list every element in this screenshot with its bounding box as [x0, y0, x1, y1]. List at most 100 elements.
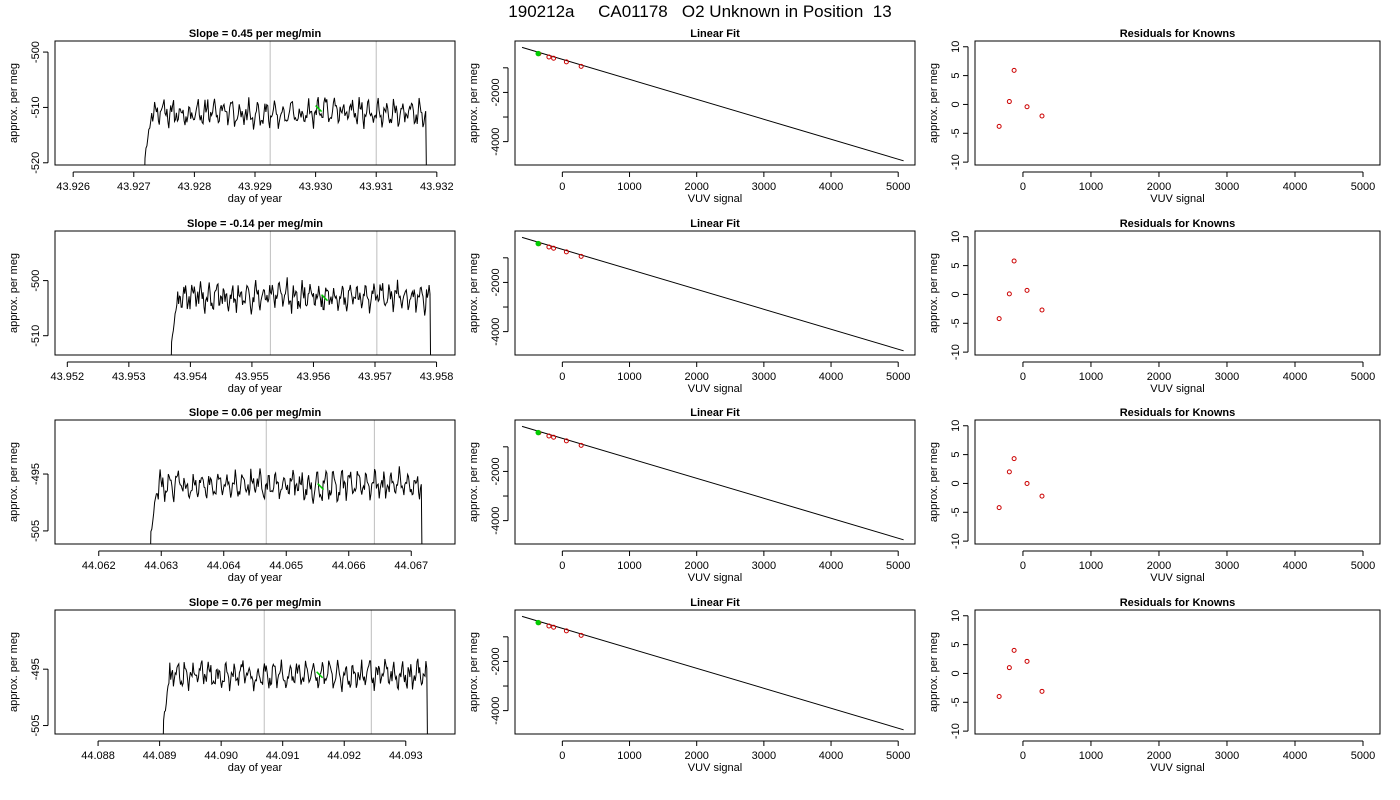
x-tick-label: 44.062 [82, 560, 116, 572]
y-tick-label: -4000 [490, 318, 502, 346]
x-tick-label: 1000 [617, 371, 641, 383]
y-axis-label: approx. per meg [928, 63, 940, 143]
y-tick-label: 5 [950, 263, 962, 269]
y-axis-label: approx. per meg [468, 442, 480, 522]
x-tick-label: 43.954 [174, 371, 208, 383]
y-tick-label: 5 [950, 73, 962, 79]
y-tick-label: -2000 [490, 457, 502, 485]
y-tick-label: -510 [30, 96, 42, 118]
known-point [546, 433, 552, 439]
x-tick-label: 44.092 [327, 750, 361, 762]
x-tick-label: 3000 [1215, 371, 1239, 383]
fit-line [521, 425, 904, 541]
y-tick-label: 10 [950, 420, 962, 432]
residual-point [1024, 104, 1030, 110]
panel-3-1: Slope = 0.06 per meg/min 44.062 44.063 44.0… [8, 407, 456, 584]
x-axis-label: VUV signal [1150, 572, 1204, 584]
x-tick-label: 43.958 [420, 371, 454, 383]
x-tick-label: 44.091 [266, 750, 300, 762]
unknown-point [535, 429, 541, 436]
x-tick-label: 43.957 [358, 371, 392, 383]
unknown-point [535, 240, 541, 247]
y-axis-label: approx. per meg [8, 442, 20, 522]
x-tick-label: 1000 [617, 560, 641, 572]
panel-1-3: Residuals for Knowns 0 1000 2000 3000 4000 500… [928, 28, 1381, 205]
y-axis-label: approx. per meg [8, 632, 20, 712]
series-trace [162, 658, 428, 734]
x-tick-label: 5000 [886, 560, 910, 572]
x-tick-label: 5000 [1351, 750, 1375, 762]
panel-title: Linear Fit [690, 407, 740, 419]
known-point [578, 253, 584, 259]
residual-point [1006, 665, 1012, 671]
x-tick-label: 43.956 [297, 371, 331, 383]
x-tick-label: 44.089 [143, 750, 177, 762]
y-tick-label: -5 [950, 128, 962, 138]
plot-frame [54, 609, 456, 735]
panel-title: Residuals for Knowns [1120, 218, 1236, 230]
y-tick-label: 0 [950, 101, 962, 107]
x-tick-label: 5000 [886, 750, 910, 762]
x-axis-label: VUV signal [688, 572, 742, 584]
residual-point [1039, 113, 1045, 119]
x-tick-label: 2000 [1147, 750, 1171, 762]
y-axis-label: approx. per meg [468, 253, 480, 333]
x-tick-label: 43.929 [238, 181, 272, 193]
panel-4-3: Residuals for Knowns 0 1000 2000 3000 4000 500… [928, 597, 1381, 774]
x-tick-label: 43.955 [235, 371, 269, 383]
panel-title: Linear Fit [690, 28, 740, 40]
y-tick-label: -4000 [490, 697, 502, 725]
residual-point [1024, 287, 1030, 293]
x-tick-label: 1000 [1079, 181, 1103, 193]
y-axis-label: approx. per meg [468, 632, 480, 712]
panel-2-3: Residuals for Knowns 0 1000 2000 3000 4000 500… [928, 218, 1381, 395]
y-tick-label: 0 [950, 670, 962, 676]
x-tick-label: 0 [1020, 371, 1026, 383]
plot-frame [514, 40, 916, 166]
panel-title: Residuals for Knowns [1120, 407, 1236, 419]
x-axis-label: VUV signal [1150, 762, 1204, 774]
x-tick-label: 43.931 [359, 181, 393, 193]
plot-area [996, 258, 1045, 322]
x-tick-label: 2000 [684, 181, 708, 193]
known-point [578, 63, 584, 69]
series-trace [170, 277, 432, 355]
y-tick-label: -520 [30, 152, 42, 174]
x-tick-label: 2000 [684, 371, 708, 383]
known-point [563, 628, 569, 634]
average-marker [317, 483, 325, 491]
plot-area [521, 615, 904, 731]
y-tick-label: -4000 [490, 128, 502, 156]
x-tick-label: 3000 [752, 371, 776, 383]
plot-frame [54, 40, 456, 166]
x-axis-label: day of year [228, 762, 283, 774]
x-axis-label: day of year [228, 572, 283, 584]
x-tick-label: 1000 [1079, 750, 1103, 762]
x-tick-label: 3000 [1215, 181, 1239, 193]
known-point [551, 55, 557, 61]
panel-title: Linear Fit [690, 597, 740, 609]
panel-title: Residuals for Knowns [1120, 597, 1236, 609]
residual-point [1011, 67, 1017, 73]
known-point [546, 623, 552, 629]
residual-point [996, 505, 1002, 511]
y-tick-label: -2000 [490, 647, 502, 675]
x-tick-label: 44.063 [144, 560, 178, 572]
y-tick-label: 10 [950, 610, 962, 622]
residual-point [1006, 99, 1012, 105]
x-tick-label: 44.067 [394, 560, 428, 572]
known-point [546, 54, 552, 60]
x-tick-label: 0 [559, 181, 565, 193]
y-axis-label: approx. per meg [468, 63, 480, 143]
residual-point [1024, 658, 1030, 664]
panel-3-3: Residuals for Knowns 0 1000 2000 3000 4000 500… [928, 407, 1381, 584]
y-tick-label: 0 [950, 291, 962, 297]
x-axis-label: day of year [228, 383, 283, 395]
series-trace [144, 96, 427, 165]
y-tick-label: 10 [950, 41, 962, 53]
x-tick-label: 43.952 [50, 371, 84, 383]
plot-area [996, 67, 1045, 129]
known-point [578, 632, 584, 638]
x-tick-label: 4000 [819, 371, 843, 383]
known-point [578, 442, 584, 448]
